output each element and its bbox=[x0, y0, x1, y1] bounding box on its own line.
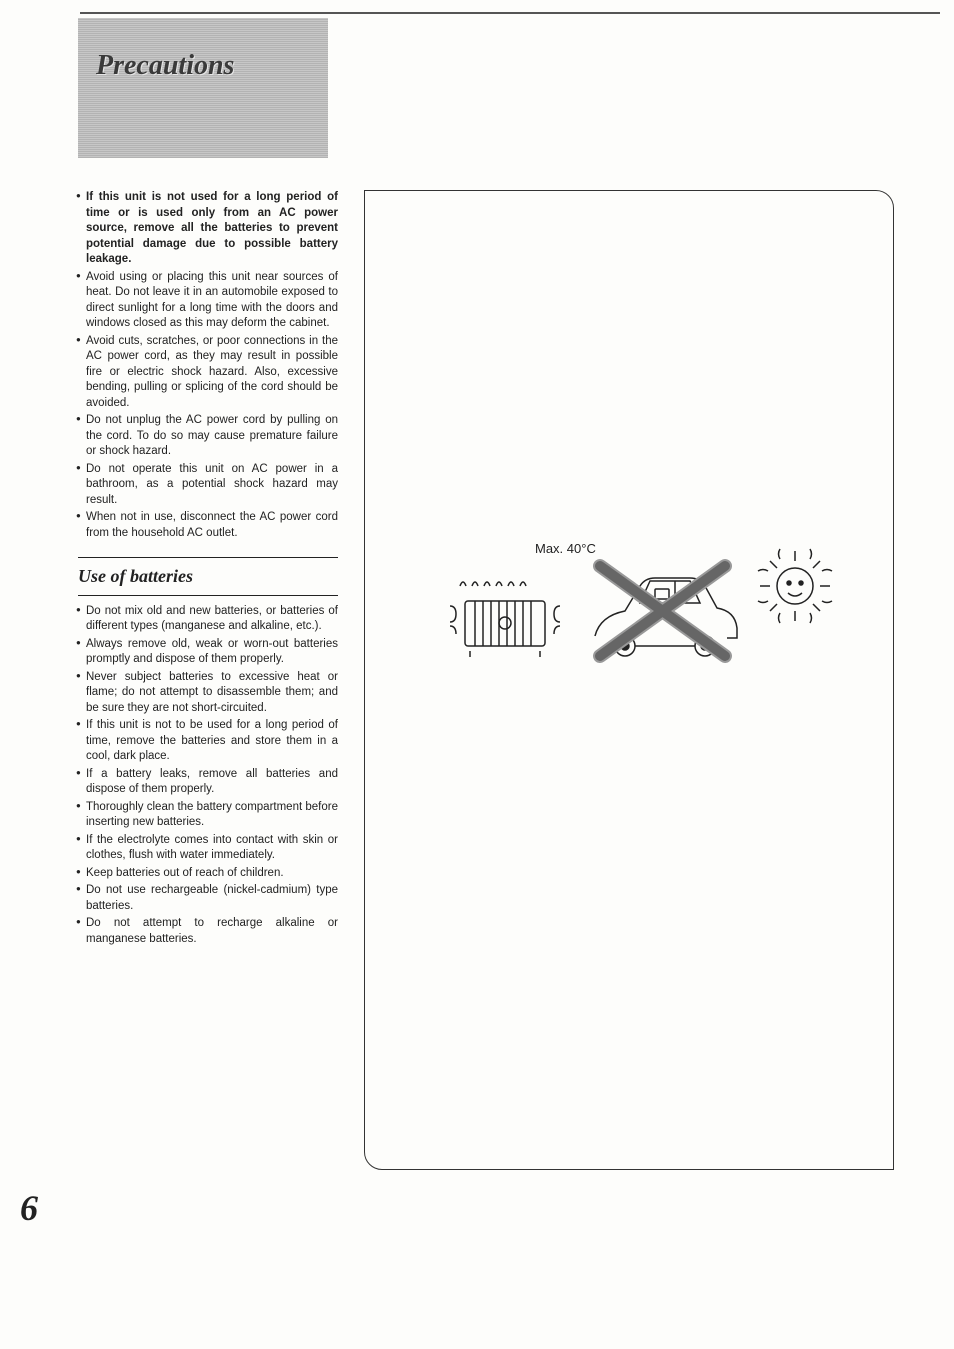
list-item: Always remove old, weak or worn-out batt… bbox=[78, 637, 338, 668]
list-item: If this unit is not used for a long peri… bbox=[78, 190, 338, 268]
car-crossed-icon bbox=[580, 551, 740, 671]
top-rule bbox=[80, 12, 940, 14]
section-header-box: Precautions bbox=[78, 18, 328, 158]
text-column: If this unit is not used for a long peri… bbox=[78, 190, 338, 949]
warning-illustration: Max. 40°C bbox=[405, 541, 855, 701]
list-item: Avoid using or placing this unit near so… bbox=[78, 270, 338, 332]
list-item: Do not attempt to recharge alkaline or m… bbox=[78, 916, 338, 947]
list-item: Avoid cuts, scratches, or poor connectio… bbox=[78, 334, 338, 412]
list-item: Do not mix old and new batteries, or bat… bbox=[78, 604, 338, 635]
radiator-icon bbox=[445, 571, 565, 661]
manual-page: Precautions If this unit is not used for… bbox=[0, 0, 954, 1349]
subheading-block: Use of batteries bbox=[78, 557, 338, 595]
sun-icon bbox=[750, 541, 840, 631]
list-item: Never subject batteries to excessive hea… bbox=[78, 670, 338, 717]
list-item: If a battery leaks, remove all batteries… bbox=[78, 767, 338, 798]
list-item: Do not operate this unit on AC power in … bbox=[78, 462, 338, 509]
list-item: Do not use rechargeable (nickel-cadmium)… bbox=[78, 883, 338, 914]
list-item: If this unit is not to be used for a lon… bbox=[78, 718, 338, 765]
rule bbox=[78, 557, 338, 558]
list-item: Keep batteries out of reach of children. bbox=[78, 866, 338, 882]
content-columns: If this unit is not used for a long peri… bbox=[78, 190, 898, 949]
section-title: Precautions bbox=[96, 50, 234, 82]
precautions-list: If this unit is not used for a long peri… bbox=[78, 190, 338, 541]
subheading: Use of batteries bbox=[78, 562, 338, 590]
list-item: If the electrolyte comes into contact wi… bbox=[78, 833, 338, 864]
page-number: 6 bbox=[20, 1187, 38, 1229]
list-item: When not in use, disconnect the AC power… bbox=[78, 510, 338, 541]
rule bbox=[78, 595, 338, 596]
list-item: Do not unplug the AC power cord by pulli… bbox=[78, 413, 338, 460]
figure-frame: Max. 40°C bbox=[364, 190, 894, 1170]
batteries-list: Do not mix old and new batteries, or bat… bbox=[78, 604, 338, 948]
list-item: Thoroughly clean the battery compartment… bbox=[78, 800, 338, 831]
figure-column: Max. 40°C bbox=[364, 190, 898, 949]
